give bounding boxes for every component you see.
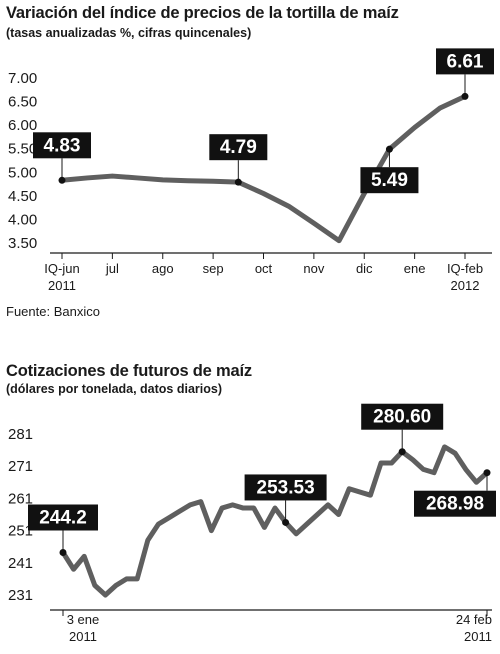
chart2-ytick-label: 251 bbox=[8, 523, 33, 540]
chart2-callout-point bbox=[282, 518, 290, 526]
chart1-callout-label: 4.79 bbox=[220, 137, 257, 158]
chart1-xtick-label: ago bbox=[152, 261, 174, 276]
chart1-xtick-year: 2012 bbox=[451, 278, 480, 293]
chart1-xtick-year: 2011 bbox=[48, 278, 76, 293]
chart1-callout-label: 4.83 bbox=[44, 135, 81, 156]
chart1-ytick-label: 5.00 bbox=[8, 164, 37, 181]
chart1-xtick-label: dic bbox=[356, 261, 373, 276]
chart2-callout-point bbox=[483, 469, 491, 477]
chart1-subtitle: (tasas anualizadas %, cifras quincenales… bbox=[6, 26, 252, 40]
chart1-callout-point bbox=[385, 145, 393, 153]
chart2-subtitle: (dólares por tonelada, datos diarios) bbox=[6, 382, 223, 396]
chart1-callout-box bbox=[360, 167, 419, 194]
chart2-title: Cotizaciones de futuros de maíz bbox=[6, 362, 252, 380]
chart2-xtick-year: 2011 bbox=[69, 629, 97, 644]
chart2-callout-label: 253.53 bbox=[257, 477, 315, 498]
chart2-callout-box bbox=[28, 504, 98, 531]
chart1-callout-label: 5.49 bbox=[371, 170, 408, 191]
chart1-series-line bbox=[59, 93, 468, 244]
chart1-callout-box bbox=[33, 132, 91, 159]
chart1-callout-box bbox=[209, 134, 268, 161]
chart1-ytick-label: 4.00 bbox=[8, 211, 37, 228]
chart1-callout-label: 6.61 bbox=[447, 51, 484, 72]
chart1-xtick-label: sep bbox=[203, 261, 224, 276]
chart1-xtick-label: ene bbox=[404, 261, 426, 276]
chart1-callout-box bbox=[436, 48, 494, 75]
chart2-callout-point bbox=[398, 448, 406, 456]
source-note: Fuente: Banxico bbox=[6, 304, 100, 319]
chart1-ytick-label: 6.50 bbox=[8, 94, 37, 111]
chart1-ytick-label: 5.50 bbox=[8, 141, 37, 158]
chart2-callout-box bbox=[361, 403, 444, 430]
chart1-callout-point bbox=[58, 176, 66, 184]
chart2-xtick-label: 24 feb bbox=[456, 612, 492, 627]
chart2-series-line bbox=[60, 444, 490, 598]
chart2-ytick-label: 241 bbox=[8, 555, 33, 572]
chart1-ytick-label: 7.00 bbox=[8, 70, 37, 87]
chart1-tortilla-price-index: 7.00 6.50 6.00 5.50 5.00 4.50 4.00 3.50 IQ-jun 20… bbox=[8, 48, 494, 293]
chart1-ytick-label: 3.50 bbox=[8, 235, 37, 252]
chart1-xtick-label: IQ-feb bbox=[447, 261, 483, 276]
chart2-ytick-label: 231 bbox=[8, 587, 33, 604]
chart1-callout-point bbox=[461, 92, 469, 100]
chart1-title: Variación del índice de precios de la to… bbox=[6, 4, 399, 22]
chart2-callout-box bbox=[414, 490, 496, 517]
chart2-callout-point bbox=[59, 548, 67, 556]
chart1-xtick-label: oct bbox=[255, 261, 273, 276]
chart2-ytick-label: 281 bbox=[8, 426, 33, 443]
chart2-xtick-label: 3 ene bbox=[67, 612, 100, 627]
chart1-xtick-label: nov bbox=[303, 261, 324, 276]
chart2-xtick-year: 2011 bbox=[464, 629, 492, 644]
chart1-ytick-label: 6.00 bbox=[8, 117, 37, 134]
chart2-ytick-label: 271 bbox=[8, 458, 33, 475]
chart1-xtick-label: IQ-jun bbox=[44, 261, 79, 276]
chart2-callout-label: 268.98 bbox=[426, 494, 484, 515]
chart2-ytick-label: 261 bbox=[8, 490, 33, 507]
chart1-ytick-label: 4.50 bbox=[8, 188, 37, 205]
chart1-xtick-label: jul bbox=[105, 261, 119, 276]
chart2-callout-box bbox=[244, 474, 327, 501]
chart2-callout-label: 244.2 bbox=[39, 507, 87, 528]
chart2-callout-label: 280.60 bbox=[373, 407, 431, 428]
chart1-callout-point bbox=[234, 178, 242, 186]
